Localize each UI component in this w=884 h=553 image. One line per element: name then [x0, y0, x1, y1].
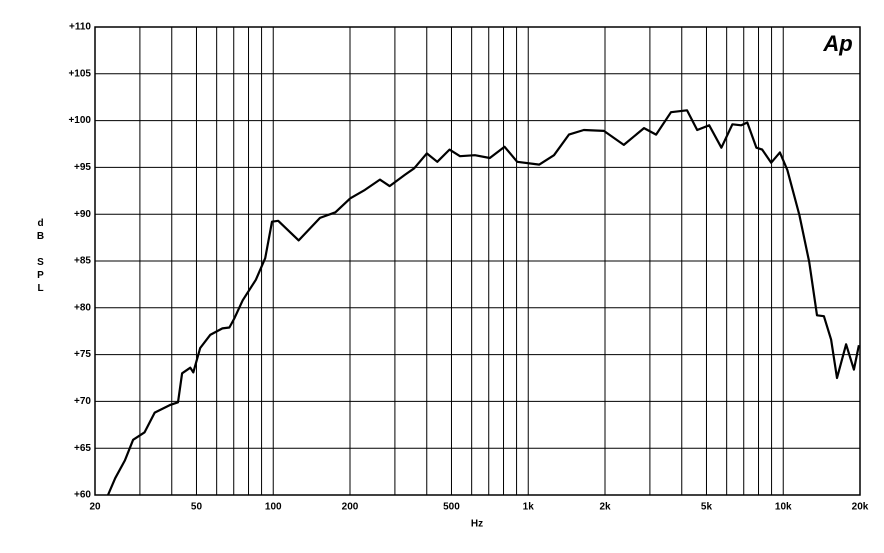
y-tick-label: +80	[74, 302, 91, 313]
x-tick-label: 10k	[775, 502, 792, 513]
plot-border	[94, 26, 861, 496]
x-tick-label: 200	[342, 502, 359, 513]
y-tick-label: +95	[74, 162, 91, 173]
x-tick-label: 20k	[852, 502, 869, 513]
y-axis-label: dB SPL	[35, 218, 46, 296]
x-tick-label: 50	[191, 502, 203, 513]
y-tick-label: +105	[68, 68, 91, 79]
y-tick-label: +75	[74, 349, 91, 360]
x-tick-label: 100	[265, 502, 282, 513]
y-tick-label: +60	[74, 490, 91, 501]
y-tick-label: +85	[74, 256, 91, 267]
x-tick-label: 5k	[701, 502, 713, 513]
y-tick-label: +90	[74, 209, 91, 220]
logo: Ap	[822, 31, 852, 56]
x-tick-label: 20	[89, 502, 101, 513]
y-tick-label: +70	[74, 396, 91, 407]
y-tick-label: +65	[74, 443, 91, 454]
response-curve	[106, 109, 860, 496]
y-tick-label: +100	[68, 115, 91, 126]
x-axis-label: Hz	[471, 519, 483, 530]
x-tick-label: 500	[443, 502, 460, 513]
x-tick-label: 2k	[599, 502, 611, 513]
y-tick-label: +110	[69, 22, 91, 33]
x-tick-label: 1k	[523, 502, 535, 513]
